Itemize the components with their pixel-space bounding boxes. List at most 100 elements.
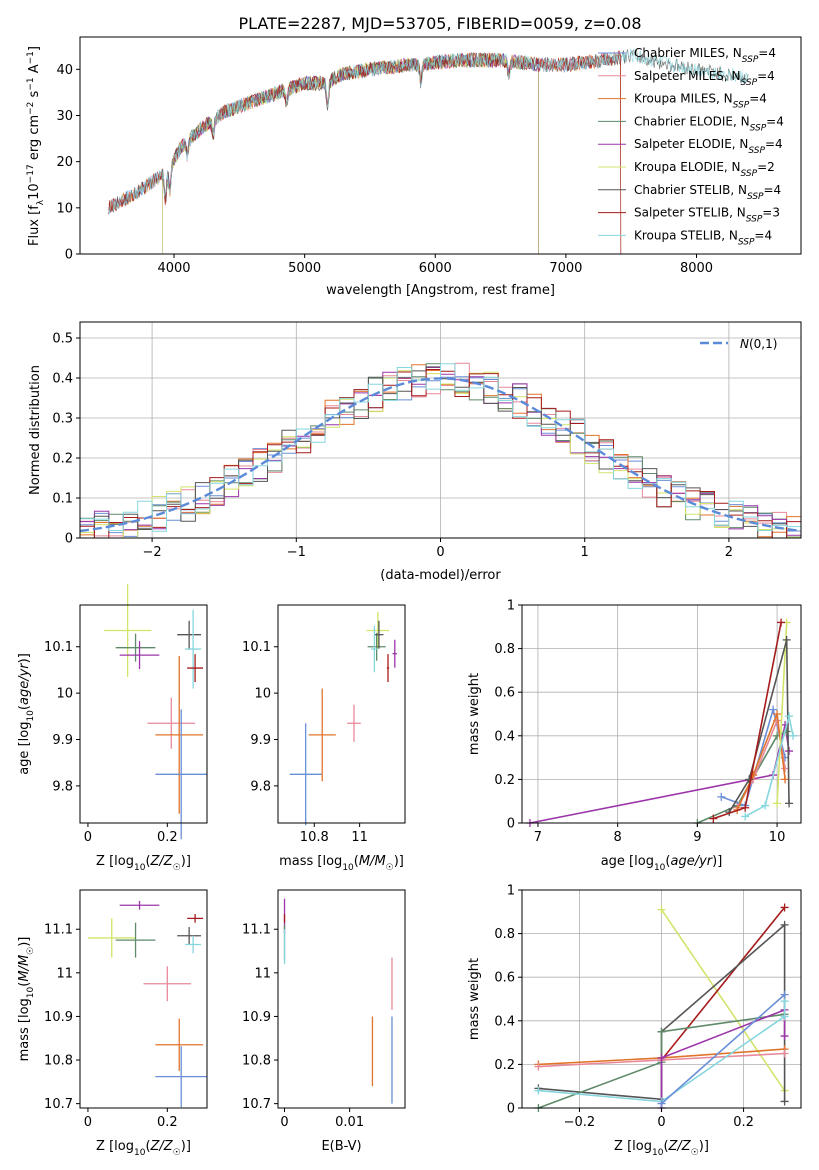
x-tick-label: 0 [436,545,444,560]
weight-marker [657,1099,666,1108]
y-tick-label: 0 [507,1102,515,1117]
y-tick-label: 10.9 [242,1010,271,1025]
y-axis-label: age [log10(age/yr)] [17,653,36,775]
weight-marker [741,803,750,812]
y-axis-label: mass weight [467,673,482,755]
y-tick-label: 11.1 [44,923,73,938]
y-tick-label: 10.1 [44,640,73,655]
y-tick-label: 0 [65,532,73,547]
x-tick-label: −1 [287,545,306,560]
histogram-series [80,363,801,538]
legend-entry: Chabrier STELIB, NSSP=4 [634,183,781,202]
weight-marker [717,792,726,801]
y-axis-label: Flux [fλ10−17 erg cm−2 s−1 A−1] [26,46,46,246]
y-axis-label: mass weight [467,958,482,1040]
y-tick-label: 0.8 [494,642,515,657]
weight-marker [773,710,782,718]
panel-mass-vs-Z: 0 0.2 10.7 10.8 10.9 11 11.1 Z [log10(Z/Z☉)] mas… [17,889,208,1158]
panel-residuals: −2 −1 0 1 2 0 0.1 0.2 0.3 0.4 0.5 N(0,1) (data-model… [28,321,802,583]
y-tick-label: 1 [507,884,515,899]
weight-marker [782,727,791,736]
y-tick-label: 0.2 [494,1058,515,1073]
weight-marker [780,1012,789,1021]
weight-series-line [776,622,788,804]
y-tick-label: 0.6 [494,686,515,701]
panel-weight-vs-age: 7 8 9 10 0 0.2 0.4 0.6 0.8 1 age [log10(age/yr)] ma… [467,599,802,873]
x-tick-label: 2 [725,545,733,560]
panel-age-vs-Z: 0 0.2 9.8 9.9 10 10.1 Z [log10(Z/Z☉)] age [log1… [17,584,208,873]
y-tick-label: 10.8 [242,1054,271,1069]
panel-mass-vs-EBV: 0 0.01 10.7 10.8 10.9 11 11.1 E(B-V) [242,889,406,1154]
y-tick-label: 9.9 [52,733,73,748]
y-tick-label: 0.8 [494,927,515,942]
legend-entry: N(0,1) [740,337,777,351]
x-tick-label: 6000 [419,261,452,276]
x-tick-label: 0 [657,1115,665,1130]
y-tick-label: 0.2 [52,452,73,467]
axes-frame [277,604,406,824]
y-tick-label: 30 [56,109,73,124]
weight-marker [780,1097,789,1106]
weight-marker [780,990,789,999]
y-axis-label: Normed distribution [28,365,43,495]
legend: Chabrier MILES, NSSP=4 Salpeter MILES, NS… [598,46,784,247]
y-tick-label: 10.1 [242,640,271,655]
weight-marker [782,635,791,644]
x-tick-label: 0 [84,830,92,845]
weight-series-line [660,1008,786,1108]
legend-entry: Salpeter STELIB, NSSP=3 [634,206,780,225]
x-axis-label: Z [log10(Z/Z☉)] [96,854,191,873]
weight-marker [709,814,718,823]
spectrum-line [162,52,539,254]
weight-series-line [538,1001,786,1103]
x-tick-label: 7000 [549,261,582,276]
y-tick-label: 10 [254,687,271,702]
plot-area [283,898,393,1104]
y-tick-label: 10.7 [242,1097,271,1112]
x-tick-label: 1 [581,545,589,560]
weight-series-line [744,715,794,818]
weight-marker [657,1053,666,1062]
y-tick-label: 9.8 [250,779,271,794]
plot-area [79,362,802,539]
x-tick-label: 8 [614,830,622,845]
x-tick-label: −2 [143,545,162,560]
x-tick-label: 11 [351,830,368,845]
y-tick-label: 10 [56,687,73,702]
weight-marker [534,1062,543,1071]
weight-marker [745,775,754,784]
y-tick-label: 0.1 [52,492,73,507]
y-tick-label: 11.1 [242,923,271,938]
plot-area [525,618,798,827]
spectrum-line [108,52,622,255]
y-tick-label: 0 [507,817,515,832]
x-axis-label: Z [log10(Z/Z☉)] [614,1139,709,1158]
histogram-series [80,363,801,532]
x-tick-label: 10.8 [300,830,329,845]
axes-frame [79,889,208,1109]
weight-series-line [728,639,790,813]
y-tick-label: 0.4 [52,372,73,387]
legend-entry: Chabrier ELODIE, NSSP=4 [634,114,784,133]
weight-marker [534,1086,543,1095]
y-tick-label: 11 [56,966,73,981]
y-tick-label: 1 [507,599,515,614]
y-tick-label: 9.9 [250,733,271,748]
plot-area [289,611,398,826]
axes-frame [79,36,802,255]
legend-entry: Kroupa ELODIE, NSSP=2 [634,160,775,179]
y-tick-label: 40 [56,63,73,78]
plot-area [87,900,207,1108]
x-tick-label: 0 [84,1115,92,1130]
normal-reference-curve [79,377,802,533]
axes-frame [277,889,406,1109]
weight-marker [780,1032,789,1041]
x-tick-label: −0.2 [564,1115,596,1130]
weight-marker [789,731,798,740]
y-tick-label: 0.4 [494,729,515,744]
x-tick-label: 0.2 [157,1115,178,1130]
panel-age-vs-mass: 10.8 11 9.8 9.9 10 10.1 mass [log10(M/M☉)] [242,604,406,873]
weight-marker [761,801,770,810]
